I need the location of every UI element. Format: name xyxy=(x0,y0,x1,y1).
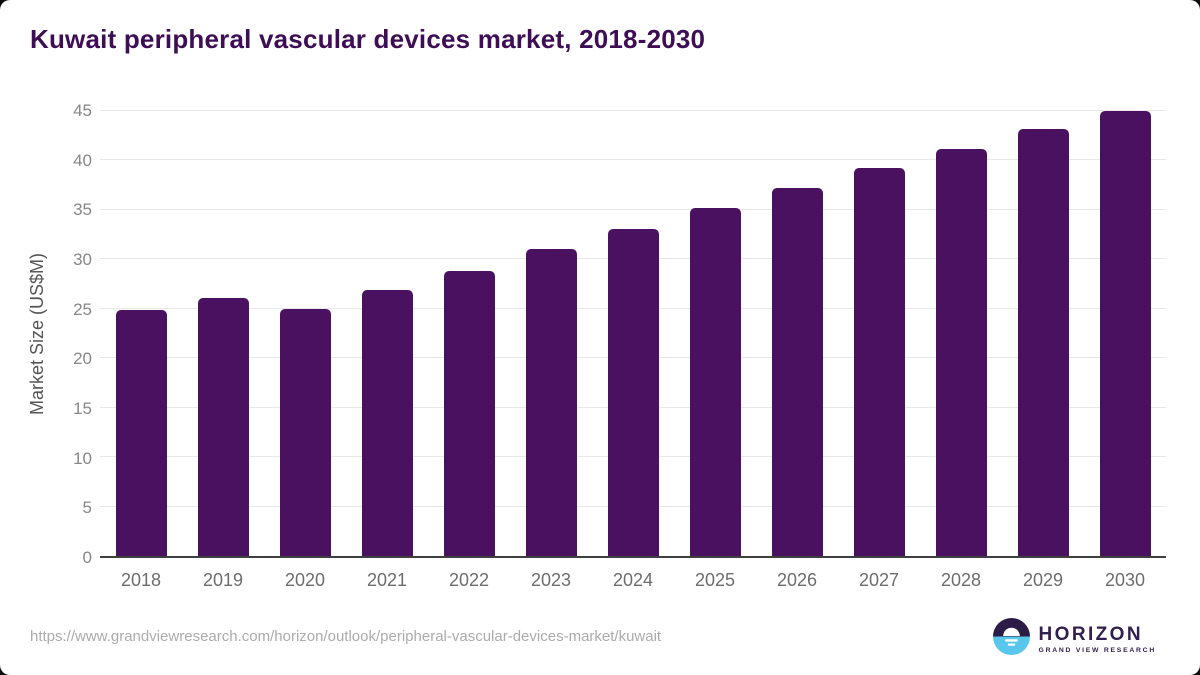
y-tick-label: 15 xyxy=(73,399,92,419)
x-tick-label: 2023 xyxy=(530,570,572,590)
bar-column xyxy=(182,111,264,556)
y-tick-label: 35 xyxy=(73,200,92,220)
bar-column xyxy=(100,111,182,556)
y-tick-label: 30 xyxy=(73,250,92,270)
bar-column xyxy=(1002,111,1084,556)
logo-name: HORIZON xyxy=(1038,623,1143,645)
y-tick-label: 40 xyxy=(73,150,92,170)
bar-column xyxy=(264,111,346,556)
bar-column xyxy=(838,111,920,556)
bar-2025[interactable] xyxy=(689,207,741,556)
bar-2030[interactable] xyxy=(1099,111,1151,556)
x-tick-label: 2028 xyxy=(940,570,982,590)
y-tick-label: 10 xyxy=(73,448,92,468)
bar-column xyxy=(1084,111,1166,556)
gridline xyxy=(100,110,1166,111)
y-tick-label: 45 xyxy=(73,101,92,120)
bar-2028[interactable] xyxy=(935,148,987,556)
bar-2022[interactable] xyxy=(443,271,495,556)
bar-2021[interactable] xyxy=(361,290,413,556)
y-tick-label: 0 xyxy=(82,548,92,567)
gridline xyxy=(100,159,1166,161)
gridline xyxy=(100,208,1166,210)
source-url: https://www.grandviewresearch.com/horizo… xyxy=(30,628,662,645)
horizon-logo: HORIZON GRAND VIEW RESEARCH xyxy=(992,618,1156,660)
x-axis-labels: 2018 2019 2020 2021 2022 2023 2024 2025 2026 2027… xyxy=(100,570,1166,591)
x-tick-label: 2020 xyxy=(284,570,326,590)
x-tick-label: 2025 xyxy=(694,570,736,590)
bar-column xyxy=(428,111,510,556)
bar-column xyxy=(510,111,592,556)
x-tick-label: 2027 xyxy=(858,570,900,590)
plot-area xyxy=(100,110,1166,558)
bar-2029[interactable] xyxy=(1017,128,1069,556)
bar-column xyxy=(592,111,674,556)
horizon-sunset-icon xyxy=(992,618,1030,660)
bar-2024[interactable] xyxy=(607,228,659,556)
y-axis-ticks: 0 5 10 15 20 25 30 35 40 45 xyxy=(0,102,92,567)
x-tick-label: 2026 xyxy=(776,570,818,590)
x-tick-label: 2018 xyxy=(120,570,162,590)
bar-column xyxy=(346,111,428,556)
chart-title: Kuwait peripheral vascular devices marke… xyxy=(30,24,706,54)
bar-2023[interactable] xyxy=(525,249,577,556)
y-tick-label: 5 xyxy=(82,498,92,518)
bar-2027[interactable] xyxy=(853,168,905,556)
x-tick-label: 2022 xyxy=(448,570,490,590)
x-tick-label: 2021 xyxy=(366,570,408,590)
bar-2018[interactable] xyxy=(115,309,167,556)
y-tick-label: 25 xyxy=(73,299,92,319)
bar-column xyxy=(756,111,838,556)
x-tick-label: 2019 xyxy=(202,570,244,590)
bar-2020[interactable] xyxy=(279,308,331,556)
y-tick-label: 20 xyxy=(73,349,92,369)
bar-column xyxy=(920,111,1002,556)
x-tick-label: 2024 xyxy=(612,570,654,590)
bar-column xyxy=(674,111,756,556)
x-tick-label: 2030 xyxy=(1104,570,1146,590)
x-tick-label: 2029 xyxy=(1022,570,1064,590)
bars xyxy=(100,111,1166,556)
bar-2019[interactable] xyxy=(197,297,249,556)
bar-2026[interactable] xyxy=(771,188,823,556)
logo-subtitle: GRAND VIEW RESEARCH xyxy=(1038,646,1156,654)
